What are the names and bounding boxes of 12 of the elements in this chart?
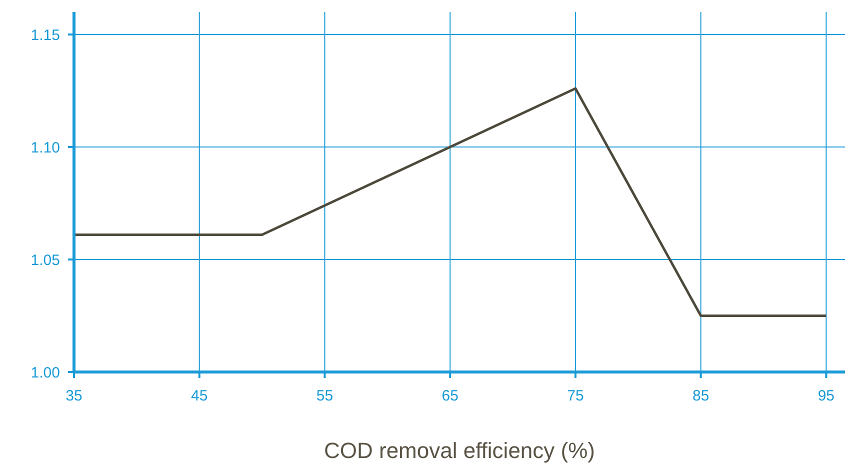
y-tick-label: 1.15 [30,26,60,44]
x-axis-title: COD removal efficiency (%) [324,438,595,463]
x-tick-label: 65 [442,388,458,405]
x-tick-label: 35 [66,388,82,405]
y-tick-label: 1.05 [30,252,60,269]
y-tick-label: 1.00 [30,364,60,382]
x-tick-label: 55 [316,388,334,405]
y-tick-label: 1.10 [30,139,60,156]
x-tick-label: 85 [692,388,710,405]
x-tick-label: 95 [818,388,835,405]
x-tick-label: 45 [191,388,208,405]
x-tick-label: 75 [567,388,584,405]
